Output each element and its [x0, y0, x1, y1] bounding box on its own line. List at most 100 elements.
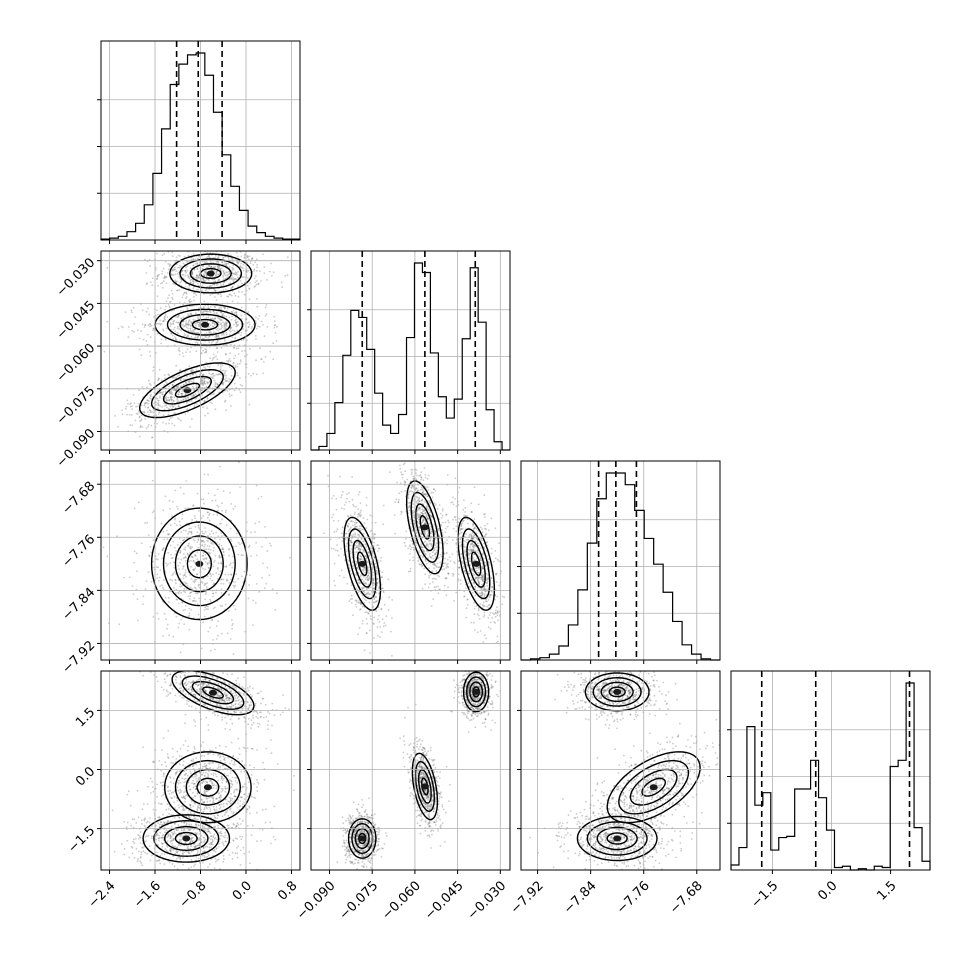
sample-point [143, 404, 146, 407]
sample-point [498, 560, 500, 562]
sample-point [210, 285, 213, 287]
sample-point [367, 595, 369, 598]
sample-point [425, 505, 428, 508]
sample-point [175, 321, 178, 323]
sample-point [495, 612, 497, 615]
sample-point [194, 567, 197, 570]
sample-point [434, 490, 437, 492]
sample-point [355, 522, 358, 524]
sample-point [171, 404, 174, 407]
sample-point [217, 279, 220, 282]
sample-point [286, 256, 289, 259]
sample-point [382, 504, 385, 507]
sample-point [205, 317, 208, 319]
sample-point [246, 339, 248, 341]
sample-point [418, 500, 421, 503]
sample-point [201, 383, 203, 386]
sample-point [217, 573, 220, 576]
sample-point [121, 326, 124, 329]
sample-point [182, 492, 185, 495]
sample-point [483, 573, 485, 576]
sample-point [192, 556, 194, 559]
sample-point [462, 567, 465, 570]
sample-point [250, 258, 253, 261]
sample-point [426, 504, 429, 507]
sample-point [149, 355, 152, 357]
sample-point [172, 572, 175, 575]
sample-point [357, 544, 360, 547]
sample-point [203, 584, 206, 587]
sample-point [478, 572, 480, 574]
sample-point [467, 553, 470, 556]
sample-point [243, 276, 245, 278]
sample-point [453, 562, 456, 565]
sample-point [184, 605, 187, 607]
sample-point [331, 497, 333, 500]
sample-point [359, 602, 362, 605]
sample-point [203, 274, 206, 277]
sample-point [180, 329, 182, 332]
sample-point [170, 390, 173, 392]
sample-point [195, 276, 198, 279]
sample-point [463, 499, 465, 502]
sample-point [198, 256, 201, 258]
sample-point [424, 560, 427, 562]
sample-point [255, 359, 257, 362]
sample-point [493, 660, 495, 662]
sample-point [215, 347, 218, 350]
sample-point [151, 511, 154, 514]
sample-point [196, 342, 199, 344]
sample-point [148, 399, 150, 402]
sample-point [480, 574, 483, 576]
sample-point [214, 554, 217, 557]
sample-point [226, 579, 229, 582]
sample-point [476, 577, 479, 580]
sample-point [192, 258, 195, 261]
sample-point [185, 291, 188, 294]
sample-point [178, 391, 181, 394]
sample-point [187, 595, 190, 598]
sample-point [223, 315, 226, 317]
sample-point [193, 268, 196, 271]
sample-point [201, 380, 204, 383]
sample-point [212, 583, 215, 586]
sample-point [197, 336, 199, 339]
sample-point [405, 530, 408, 533]
sample-point [208, 249, 210, 251]
sample-point [398, 492, 401, 495]
sample-point [400, 510, 403, 513]
sample-point [209, 357, 212, 360]
sample-point [226, 307, 229, 310]
sample-point [236, 532, 238, 535]
sample-point [219, 465, 221, 468]
sample-point [215, 270, 218, 273]
sample-point [418, 500, 421, 502]
sample-point [228, 358, 231, 360]
sample-point [203, 310, 205, 313]
sample-point [377, 561, 380, 564]
sample-point [238, 290, 240, 293]
sample-point [158, 404, 160, 406]
sample-point [403, 447, 405, 449]
sample-point [144, 402, 146, 405]
sample-point [202, 315, 205, 317]
sample-point [209, 332, 212, 335]
sample-point [157, 399, 160, 402]
sample-point [203, 532, 206, 535]
sample-point [423, 531, 425, 534]
sample-point [241, 276, 244, 278]
sample-point [171, 334, 174, 337]
sample-point [192, 569, 195, 572]
sample-point [217, 373, 220, 376]
sample-point [197, 307, 200, 309]
sample-point [363, 566, 366, 569]
sample-point [470, 542, 473, 545]
sample-point [174, 273, 177, 276]
sample-point [262, 372, 264, 375]
sample-point [498, 661, 500, 663]
sample-point [472, 557, 475, 560]
sample-point [149, 336, 152, 339]
sample-point [184, 378, 187, 381]
sample-point [125, 405, 128, 408]
sample-point [147, 324, 150, 327]
